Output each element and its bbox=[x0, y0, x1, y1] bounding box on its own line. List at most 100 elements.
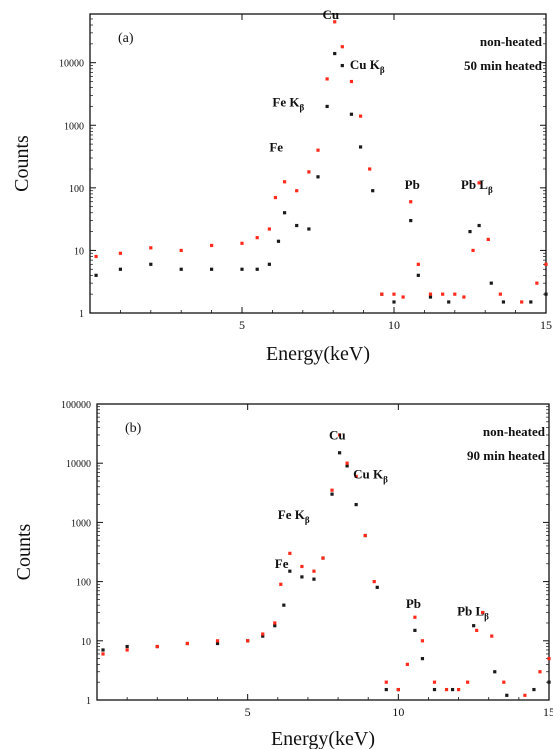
data-point bbox=[392, 292, 396, 296]
data-point bbox=[125, 644, 129, 649]
data-point bbox=[210, 243, 214, 248]
y-axis-label: Counts bbox=[13, 523, 35, 580]
data-point bbox=[267, 262, 271, 266]
data-point bbox=[535, 281, 539, 285]
data-point bbox=[279, 582, 283, 586]
plot-frame bbox=[96, 403, 550, 701]
data-point bbox=[312, 569, 316, 573]
data-point bbox=[307, 170, 311, 174]
data-point bbox=[384, 680, 388, 684]
data-point bbox=[288, 551, 292, 555]
data-point bbox=[210, 267, 214, 271]
data-point bbox=[413, 628, 417, 632]
data-point bbox=[94, 254, 98, 259]
data-point bbox=[420, 639, 425, 643]
peak-label-text: Fe K bbox=[272, 94, 300, 109]
data-point bbox=[462, 295, 466, 299]
data-point bbox=[349, 112, 354, 116]
data-point bbox=[349, 79, 354, 84]
peak-label-subscript: β bbox=[488, 185, 493, 195]
peak-label: Fe bbox=[269, 140, 283, 155]
data-point bbox=[477, 223, 481, 228]
data-point bbox=[261, 632, 265, 636]
peak-label: Cu bbox=[329, 428, 346, 443]
data-point bbox=[416, 273, 420, 277]
peak-label-text: Pb bbox=[406, 596, 421, 611]
peak-label-text: Cu bbox=[323, 7, 340, 22]
data-point bbox=[255, 267, 259, 271]
peak-label-subscript: β bbox=[383, 475, 388, 485]
series-non-heated bbox=[101, 433, 551, 697]
data-point bbox=[363, 533, 367, 538]
peak-label-subscript: β bbox=[299, 102, 304, 112]
legend-entry: non-heated bbox=[480, 34, 543, 49]
data-point bbox=[416, 262, 420, 266]
data-point bbox=[477, 181, 481, 185]
peak-label-text: Cu K bbox=[353, 467, 384, 482]
data-point bbox=[420, 657, 425, 661]
data-point bbox=[240, 241, 244, 245]
x-axis-label: Energy(keV) bbox=[271, 728, 375, 749]
y-tick-label: 1000 bbox=[64, 121, 84, 132]
data-point bbox=[432, 680, 437, 684]
peak-label-text: Pb L bbox=[457, 603, 484, 618]
data-point bbox=[498, 292, 502, 296]
peak-label: Pb Lβ bbox=[457, 603, 489, 621]
y-tick-label: 100000 bbox=[61, 400, 91, 411]
data-point bbox=[489, 281, 493, 285]
data-point bbox=[486, 237, 490, 242]
data-point bbox=[185, 641, 189, 646]
data-point bbox=[125, 648, 129, 652]
data-point bbox=[413, 615, 417, 619]
y-axis-label: Counts bbox=[11, 135, 33, 192]
data-point bbox=[453, 292, 457, 296]
data-point bbox=[472, 624, 476, 628]
data-point bbox=[428, 295, 433, 299]
y-tick-label: 10000 bbox=[66, 459, 91, 470]
data-point bbox=[520, 300, 524, 304]
data-point bbox=[273, 624, 277, 628]
panel-label: (a) bbox=[118, 31, 134, 46]
data-point bbox=[325, 77, 329, 81]
data-point bbox=[529, 300, 533, 304]
data-point bbox=[380, 292, 384, 296]
peak-label-subscript: β bbox=[380, 65, 385, 75]
data-point bbox=[345, 464, 349, 468]
data-point bbox=[392, 300, 396, 304]
data-point bbox=[401, 295, 405, 299]
data-point bbox=[405, 662, 409, 666]
plot-frame bbox=[89, 13, 547, 314]
peak-label-subscript: β bbox=[305, 515, 310, 525]
legend-entry: non-heated bbox=[483, 424, 546, 439]
data-point bbox=[149, 262, 153, 266]
y-tick-label: 10000 bbox=[59, 59, 84, 70]
peak-label-text: Pb L bbox=[461, 177, 488, 192]
x-tick-label: 10 bbox=[392, 705, 404, 719]
series-non-heated bbox=[94, 20, 548, 304]
data-point bbox=[149, 246, 153, 250]
data-point bbox=[354, 502, 358, 507]
peak-label-text: Fe bbox=[275, 556, 289, 571]
data-point bbox=[94, 273, 98, 277]
data-point bbox=[501, 300, 506, 304]
data-point bbox=[215, 641, 220, 646]
peak-label-subscript: β bbox=[484, 611, 489, 621]
peak-label: Fe Kβ bbox=[272, 94, 304, 112]
peak-label: Fe bbox=[275, 556, 289, 571]
data-point bbox=[295, 189, 299, 193]
data-point bbox=[544, 262, 548, 266]
peak-label: Cu Kβ bbox=[353, 467, 388, 485]
data-point bbox=[493, 670, 497, 674]
data-point bbox=[409, 200, 413, 204]
x-tick-label: 15 bbox=[540, 318, 552, 332]
data-point bbox=[337, 451, 342, 455]
data-point bbox=[240, 267, 244, 271]
x-tick-label: 10 bbox=[388, 318, 400, 332]
data-point bbox=[544, 292, 548, 296]
data-point bbox=[330, 492, 334, 496]
legend-entry: 50 min heated bbox=[464, 58, 543, 73]
data-point bbox=[471, 248, 475, 253]
y-tick-label: 100 bbox=[69, 184, 84, 195]
